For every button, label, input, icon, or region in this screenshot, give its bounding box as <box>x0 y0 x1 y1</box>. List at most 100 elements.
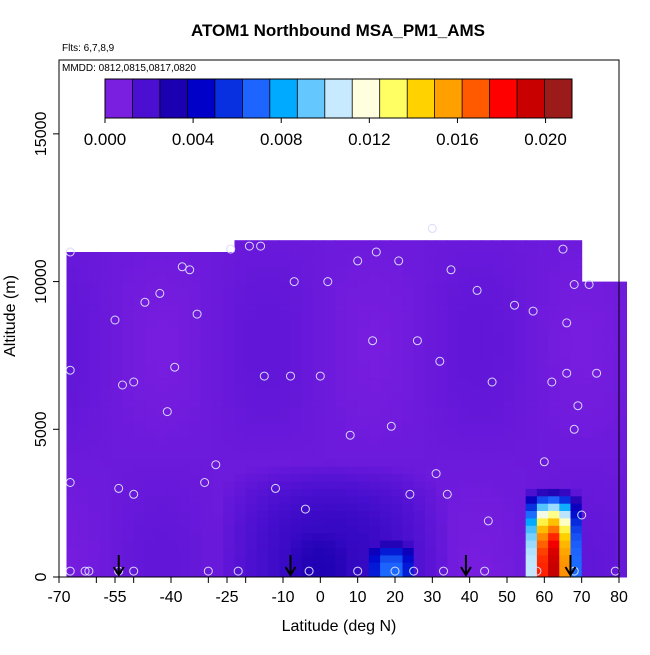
heat-cell <box>536 407 549 415</box>
heat-cell <box>200 525 213 534</box>
heat-cell <box>380 451 392 460</box>
heat-cell <box>144 540 157 548</box>
heat-cell <box>402 407 415 415</box>
heat-cell <box>156 296 168 305</box>
heat-cell <box>324 495 336 504</box>
heat-cell <box>133 569 146 578</box>
heat-cell <box>424 451 437 460</box>
heat-cell <box>525 407 538 415</box>
profile-point <box>439 566 448 576</box>
heat-cell <box>346 392 359 401</box>
heat-cell <box>66 303 79 312</box>
heat-cell <box>391 436 403 445</box>
colorbar-swatch <box>187 79 216 118</box>
heat-cell <box>312 385 325 393</box>
heat-cell <box>245 466 258 475</box>
heat-cell <box>436 473 448 482</box>
heat-cell <box>548 473 560 482</box>
heat-cell <box>424 274 437 283</box>
heat-cell <box>122 547 135 556</box>
heat-cell <box>458 473 471 482</box>
heat-cell <box>480 296 493 305</box>
heat-cell <box>279 451 291 460</box>
heat-cell <box>256 303 269 312</box>
heat-cell <box>167 458 179 467</box>
heat-cell <box>324 466 336 475</box>
heat-cell <box>122 311 135 319</box>
heat-cell <box>436 240 448 246</box>
heat-cell <box>66 510 79 519</box>
heat-cell <box>178 547 191 556</box>
heat-cell <box>279 252 291 260</box>
heat-cell <box>413 392 426 401</box>
heat-cell <box>156 444 168 452</box>
heat-cell <box>391 296 403 305</box>
heat-cell <box>380 444 392 452</box>
heat-cell <box>133 303 146 312</box>
heat-cell <box>77 503 90 511</box>
heat-cell <box>514 569 527 578</box>
profile-point <box>353 566 363 576</box>
heat-cell <box>480 240 493 246</box>
heat-cell <box>88 325 101 334</box>
heat-cell <box>559 362 571 371</box>
heat-cell <box>536 481 549 489</box>
heat-cell <box>88 540 101 548</box>
heat-cell <box>402 421 415 430</box>
heat-cell <box>413 244 426 253</box>
heat-cell <box>234 385 247 393</box>
heat-cell <box>447 444 459 452</box>
profile-point <box>80 566 90 576</box>
dates-note: MMDD: 0812,0815,0817,0820 <box>62 63 196 74</box>
heat-cell <box>436 421 448 430</box>
heat-cell <box>290 355 303 364</box>
heat-cell <box>436 303 448 312</box>
heat-cell <box>66 503 79 511</box>
heat-cell <box>469 444 482 452</box>
heat-cell <box>514 355 527 364</box>
heat-cell <box>212 547 224 556</box>
heat-cell <box>335 348 347 356</box>
heat-cell <box>245 340 258 349</box>
heat-cell <box>604 407 616 415</box>
heat-cell <box>581 495 594 504</box>
heat-cell <box>111 473 123 482</box>
heat-cell <box>514 303 527 312</box>
heat-cell <box>100 495 112 504</box>
heat-cell <box>290 289 303 297</box>
heat-cell <box>391 488 403 497</box>
heat-cell <box>245 355 258 364</box>
heat-cell <box>581 554 594 563</box>
heat-cell <box>391 377 403 386</box>
heat-cell <box>245 252 258 260</box>
heat-cell <box>581 296 594 305</box>
profile-point <box>584 280 594 289</box>
heat-cell <box>424 488 437 497</box>
heat-cell <box>380 377 392 386</box>
heat-cell <box>503 333 515 342</box>
heat-cell <box>346 289 359 297</box>
heat-cell <box>469 554 482 563</box>
heat-cell <box>223 325 235 334</box>
heat-cell <box>559 414 571 423</box>
heat-cell <box>413 259 426 268</box>
profile-point <box>192 309 202 319</box>
heat-cell <box>88 444 101 452</box>
heat-cell <box>77 569 90 578</box>
x-tick-label: 60 <box>535 589 553 606</box>
heat-cell <box>256 569 269 578</box>
heat-cell <box>290 348 303 356</box>
heat-cell <box>357 510 370 519</box>
heat-cell <box>200 296 213 305</box>
heat-cell <box>122 296 135 305</box>
heat-cell <box>133 429 146 438</box>
heat-cell <box>88 399 101 408</box>
heat-cell <box>223 503 235 511</box>
heat-cell <box>111 266 123 275</box>
heat-cell <box>413 362 426 371</box>
heat-cell <box>234 355 247 364</box>
heat-cell <box>458 458 471 467</box>
heat-cell <box>447 407 459 415</box>
heat-cell <box>200 274 213 283</box>
heat-cell <box>391 421 403 430</box>
